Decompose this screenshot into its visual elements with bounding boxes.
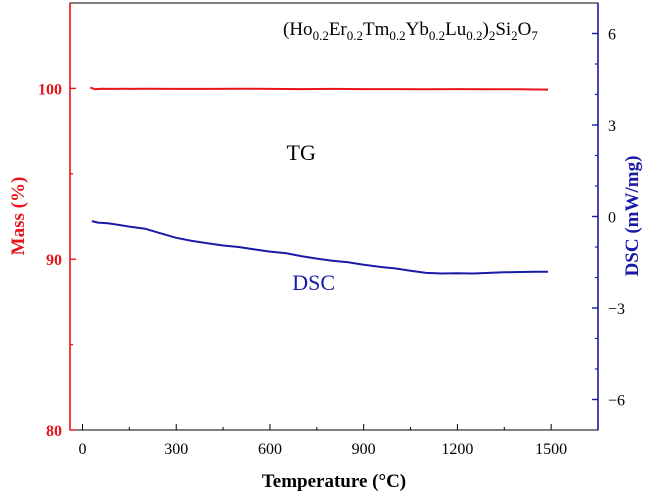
annotation-layer: TG DSC	[287, 140, 336, 295]
formula-subscript: 7	[531, 28, 538, 43]
formula-segment: (Ho	[283, 19, 313, 40]
right-y-tick-label: 6	[608, 27, 616, 44]
right-y-tick-label: 0	[608, 210, 616, 227]
dsc-curve	[91, 220, 548, 275]
left-y-axis-title: Mass (%)	[8, 177, 29, 256]
plot-frame	[69, 2, 599, 431]
formula-segment: Si	[495, 19, 511, 40]
left-y-tick-label: 100	[38, 81, 62, 98]
formula-subscript: 0.2	[429, 28, 445, 43]
tg-curve	[89, 86, 549, 91]
x-tick-label: 600	[258, 441, 282, 458]
formula-segment: O	[518, 19, 532, 40]
right-y-tick-label: −6	[608, 393, 625, 410]
formula-segment: )	[482, 19, 488, 40]
formula-subscript: 0.2	[466, 28, 482, 43]
right-y-tick-label: −3	[608, 301, 625, 318]
right-y-tick-label: 3	[608, 118, 616, 135]
right-y-axis-title: DSC (mW/mg)	[622, 156, 643, 277]
x-tick-label: 0	[78, 441, 86, 458]
x-tick-label: 900	[352, 441, 376, 458]
formula-segment: Yb	[406, 19, 429, 40]
compound-formula: (Ho0.2Er0.2Tm0.2Yb0.2Lu0.2)2Si2O7	[283, 19, 538, 43]
series-layer	[89, 86, 549, 275]
x-tick-label: 1200	[441, 441, 473, 458]
x-axis-title: Temperature (°C)	[262, 471, 406, 492]
dsc-label: DSC	[292, 270, 335, 295]
x-tick-label: 1500	[535, 441, 567, 458]
right-y-axis-ticks: −6 −3 0 3 6	[592, 27, 625, 410]
formula-subscript: 2	[489, 28, 496, 43]
formula-subscript: 0.2	[313, 28, 329, 43]
formula-subscript: 0.2	[347, 28, 363, 43]
tg-label: TG	[287, 140, 316, 165]
left-y-tick-label: 90	[46, 252, 62, 269]
formula-subscript: 0.2	[389, 28, 405, 43]
formula-segment: Tm	[363, 19, 390, 40]
x-tick-label: 300	[164, 441, 188, 458]
left-y-tick-label: 80	[46, 423, 62, 440]
formula-subscript: 2	[511, 28, 518, 43]
left-y-axis-ticks: 80 90 100	[38, 81, 76, 440]
formula-segment: Lu	[445, 19, 467, 40]
formula-segment: Er	[329, 19, 348, 40]
x-axis-ticks: 0 300 600 900 1200 1500	[78, 424, 567, 458]
